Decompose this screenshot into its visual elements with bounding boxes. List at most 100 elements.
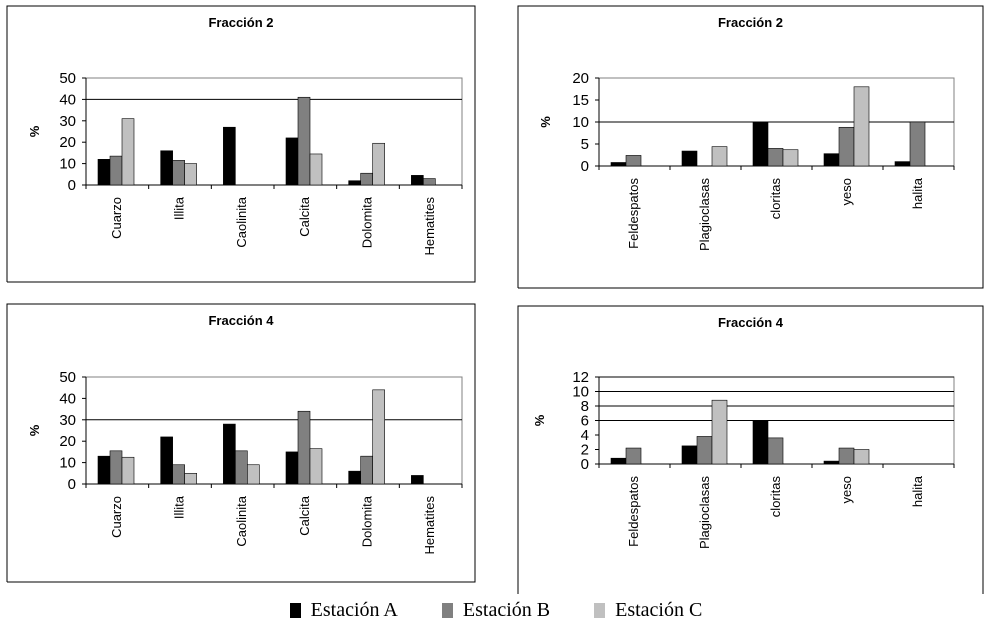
bar (309, 448, 323, 485)
y-tick-label: 8 (581, 398, 589, 415)
bar (360, 172, 373, 186)
bar (109, 155, 123, 186)
chart-frame (6, 303, 476, 583)
y-tick-label: 10 (572, 384, 589, 401)
legend-item-c: Estación C (594, 599, 702, 622)
bar (681, 445, 698, 465)
y-tick-label: 50 (59, 70, 76, 87)
bar (752, 121, 769, 167)
bar (838, 126, 855, 167)
x-tick-label: yeso (839, 178, 854, 205)
x-tick-label: Hematites (422, 197, 437, 256)
x-tick-label: Feldespatos (626, 476, 641, 547)
y-tick-label: 20 (59, 433, 76, 450)
bar (894, 161, 911, 167)
x-tick-label: Plagioclasas (697, 476, 712, 549)
bar (121, 118, 135, 186)
bar (160, 150, 173, 186)
y-axis-label: % (532, 414, 547, 426)
bar (767, 148, 784, 167)
y-tick-label: 4 (581, 427, 589, 444)
chart-title: Fracción 2 (208, 15, 273, 30)
bar (711, 146, 728, 167)
x-tick-label: Feldespatos (626, 178, 641, 249)
x-tick-label: cloritas (768, 178, 783, 220)
bar (681, 150, 698, 167)
y-tick-label: 10 (59, 156, 76, 173)
bar (838, 447, 855, 465)
y-tick-label: 50 (59, 369, 76, 386)
bar (909, 121, 926, 167)
bar (823, 460, 840, 465)
chart-frame (517, 5, 984, 289)
bar (767, 437, 784, 465)
y-tick-label: 5 (581, 136, 589, 153)
bar (625, 155, 642, 167)
bar (235, 450, 248, 485)
x-tick-label: Dolomita (359, 196, 374, 248)
bar (823, 153, 840, 167)
x-tick-label: cloritas (768, 476, 783, 518)
bar (160, 436, 173, 485)
legend-label-a: Estación A (310, 598, 398, 621)
bar (121, 456, 135, 485)
bar (360, 455, 373, 485)
y-tick-label: 40 (59, 91, 76, 108)
bar (853, 86, 870, 167)
x-tick-label: Calcita (297, 495, 312, 536)
bar (97, 455, 111, 485)
bar (223, 126, 236, 186)
x-tick-label: Illita (171, 196, 186, 220)
bar (184, 163, 197, 186)
x-tick-label: halita (910, 177, 925, 209)
bar (752, 420, 769, 465)
chart-title: Fracción 2 (718, 15, 783, 30)
y-tick-label: 0 (581, 158, 589, 175)
y-tick-label: 10 (572, 114, 589, 131)
bar (109, 450, 123, 485)
y-tick-label: 15 (572, 92, 589, 109)
chart-title: Fracción 4 (208, 313, 274, 328)
x-tick-label: halita (910, 475, 925, 507)
bar (711, 399, 728, 465)
x-tick-label: Dolomita (359, 495, 374, 547)
legend-label-c: Estación C (615, 598, 703, 621)
x-tick-label: yeso (839, 476, 854, 503)
y-axis-label: % (538, 116, 553, 128)
bar (610, 162, 627, 167)
bar (223, 423, 236, 485)
bar (411, 175, 424, 186)
y-tick-label: 10 (59, 455, 76, 472)
y-tick-label: 40 (59, 390, 76, 407)
bar (696, 436, 713, 465)
bar (297, 410, 311, 485)
y-tick-label: 20 (572, 70, 589, 87)
bar (853, 449, 870, 465)
legend: Estación A Estación B Estación C (0, 597, 992, 623)
legend-item-a: Estación A (289, 598, 398, 622)
bar (411, 475, 424, 485)
y-tick-label: 12 (572, 369, 589, 386)
x-tick-label: Caolinita (234, 495, 249, 546)
x-tick-label: Hematites (422, 496, 437, 555)
bar (782, 149, 799, 167)
chart-3: Fracción 4 0 10 20 30 40 50% Cuarzo Illita Caolin… (6, 303, 476, 583)
bar (97, 159, 111, 186)
bar (309, 153, 323, 186)
legend-item-b: Estación B (441, 599, 550, 622)
chart-frame (6, 5, 476, 283)
bar (285, 451, 299, 485)
y-tick-label: 6 (581, 413, 589, 430)
y-tick-label: 0 (68, 476, 76, 493)
bar (610, 457, 627, 465)
x-tick-label: Plagioclasas (697, 178, 712, 251)
x-tick-label: Illita (171, 495, 186, 519)
y-tick-label: 0 (68, 177, 76, 194)
y-tick-label: 30 (59, 113, 76, 130)
bar (172, 160, 185, 186)
x-tick-label: Calcita (297, 196, 312, 237)
bar (247, 464, 260, 485)
plot-area (85, 77, 463, 186)
